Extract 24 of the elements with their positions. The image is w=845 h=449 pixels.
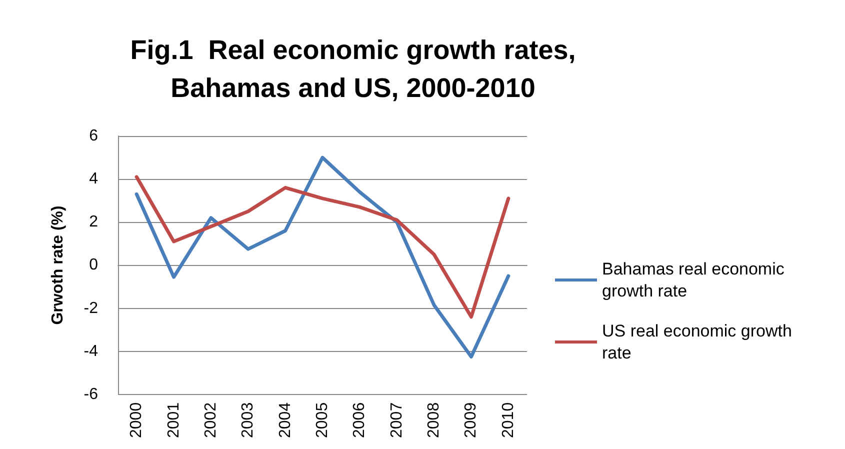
legend-label: US real economic growth rate [602, 322, 797, 362]
x-tick-label: 2004 [276, 402, 294, 438]
y-tick-label: 2 [89, 214, 98, 231]
x-tick-label: 2005 [314, 402, 331, 438]
x-tick-label: 2010 [500, 402, 517, 438]
x-tick-label: 2007 [388, 402, 406, 438]
y-tick-label: 6 [89, 128, 98, 144]
x-tick-label: 2008 [426, 402, 443, 438]
legend-label: Bahamas real economic growth rate [602, 260, 790, 300]
x-tick-label: 2000 [128, 402, 146, 438]
x-tick-label: 2009 [462, 402, 480, 438]
y-tick-label: -4 [84, 342, 98, 360]
x-tick-label: 2002 [202, 402, 220, 438]
x-tick-label: 2003 [240, 402, 257, 438]
x-tick-label: 2006 [351, 402, 368, 438]
y-tick-label: -2 [84, 300, 98, 317]
line-series [134, 156, 510, 358]
y-tick-label: -6 [84, 386, 98, 403]
y-tick-label: 4 [89, 170, 98, 188]
chart-title: Fig.1 Real economic growth rates, Bahamas and US, 2000-2010 [130, 35, 576, 103]
y-tick-label: 0 [89, 256, 98, 274]
line-series [134, 175, 510, 319]
y-axis-title: Grwoth rate (%) [50, 206, 66, 325]
x-tick-label: 2001 [165, 402, 182, 438]
